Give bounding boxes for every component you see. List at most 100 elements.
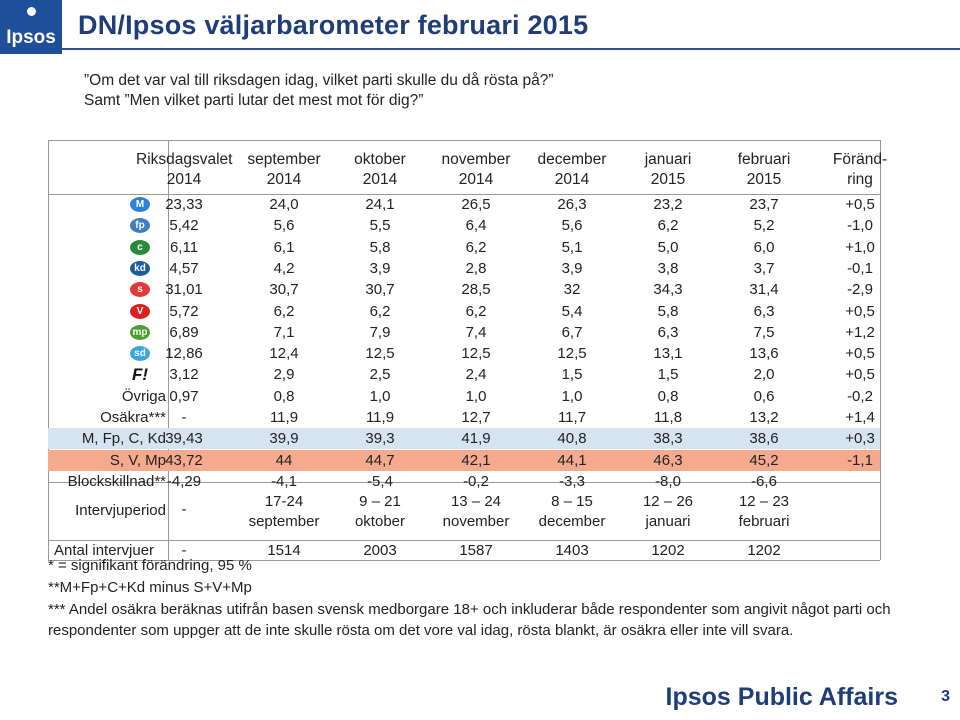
table-cell: 6,2 <box>465 302 487 320</box>
table-cell: 7,5 <box>753 323 775 341</box>
table-row: kd 4,57 4,2 3,9 2,8 3,9 3,8 3,7 -0,1 <box>48 258 880 279</box>
table-cell: 3,8 <box>657 259 679 277</box>
table-cell: 5,42 <box>169 217 199 235</box>
table-cell: -0,2 <box>847 387 873 405</box>
interview-period-label: Intervjuperiod <box>75 502 166 519</box>
column-header-line-1: oktober <box>354 151 406 168</box>
column-header-line-2: ring <box>847 171 873 188</box>
table-cell: 11,9 <box>269 409 299 426</box>
table-cell: 23,7 <box>749 196 779 213</box>
column-header: september 2014 <box>236 150 332 190</box>
column-header: Riksdagsvalet 2014 <box>136 150 233 190</box>
table-cell: 3,9 <box>561 259 583 277</box>
footnote-2: **M+Fp+C+Kd minus S+V+Mp <box>48 579 252 596</box>
table-cell: -1,1 <box>847 451 873 469</box>
row-label: Blockskillnad** <box>67 472 166 490</box>
table-cell: 3,7 <box>753 259 775 277</box>
table-cell: 41,9 <box>461 430 491 448</box>
table-cell: 3,12 <box>169 366 199 384</box>
table-cell: 12,7 <box>461 409 491 426</box>
interview-period-days: 17-24 <box>264 493 304 510</box>
interview-period-month: november <box>442 513 510 530</box>
column-header: februari 2015 <box>716 150 812 190</box>
column-header: Föränd-ring <box>812 150 908 190</box>
column-header: oktober 2014 <box>332 150 428 190</box>
table-cell: 6,1 <box>273 238 295 256</box>
table-cell: 0,97 <box>169 387 199 405</box>
interview-period-month: december <box>538 513 606 530</box>
interview-period: 13 – 24 november <box>428 492 524 532</box>
table-cell: 11,9 <box>365 409 395 426</box>
centerpartiet-icon: c <box>130 239 150 255</box>
column-header: november 2014 <box>428 150 524 190</box>
table-cell: 7,4 <box>465 323 487 341</box>
table-cell: 6,11 <box>169 238 199 256</box>
table-cell: 2,8 <box>465 259 487 277</box>
table-vline <box>880 140 881 560</box>
interview-period-month: oktober <box>354 513 406 530</box>
table-cell: 38,3 <box>653 430 683 448</box>
table-cell: 6,2 <box>465 238 487 256</box>
column-header-line-2: 2015 <box>650 171 686 188</box>
table-cell: 3,9 <box>369 259 391 277</box>
table-cell: +1,0 <box>845 238 875 256</box>
table-cell: 46,3 <box>653 451 683 469</box>
table-cell: 31,01 <box>165 281 203 299</box>
interview-period-month: september <box>248 513 320 530</box>
interview-period: 9 – 21 oktober <box>332 492 428 532</box>
table-cell: 44 <box>275 451 293 469</box>
table-hline <box>48 194 880 195</box>
table-cell: 44,7 <box>365 451 395 469</box>
table-hline <box>48 560 880 561</box>
table-cell: 5,8 <box>369 238 391 256</box>
table-cell: +0,5 <box>845 196 875 213</box>
interview-count: 1202 <box>747 542 781 559</box>
table-cell: 26,3 <box>557 196 587 213</box>
row-label: Övriga <box>121 387 166 405</box>
table-cell: 12,4 <box>269 345 299 363</box>
table-row: Blockskillnad** -4,29 -4,1 -5,4 -0,2 -3,3 -8,0… <box>48 471 880 492</box>
column-header-line-2: 2014 <box>362 171 398 188</box>
table-cell: -4,1 <box>271 472 297 490</box>
table-cell: 12,5 <box>461 345 491 363</box>
table-row: V 5,72 6,2 6,2 6,2 5,4 5,8 6,3 +0,5 <box>48 301 880 322</box>
table-cell: 23,2 <box>653 196 683 213</box>
table-cell: -8,0 <box>655 472 681 490</box>
column-header-line-2: 2014 <box>266 171 302 188</box>
table-cell: 0,8 <box>273 387 295 405</box>
table-cell: 5,72 <box>169 302 199 320</box>
table-cell: 39,43 <box>165 430 203 448</box>
column-header-line-1: februari <box>737 151 791 168</box>
table-cell: 31,4 <box>749 281 779 299</box>
column-header-line-2: 2014 <box>458 171 494 188</box>
table-row: S, V, Mp 43,72 44 44,7 42,1 44,1 46,3 45,2 -1,1 <box>48 449 880 471</box>
kristdemokraterna-icon: kd <box>130 260 150 276</box>
table-cell: 5,6 <box>273 217 295 235</box>
footnote-1: * = signifikant förändring, 95 % <box>48 557 252 574</box>
vansterpartiet-icon: V <box>130 303 150 319</box>
table-row: c 6,11 6,1 5,8 6,2 5,1 5,0 6,0 +1,0 <box>48 237 880 258</box>
table-cell: 13,1 <box>653 345 683 363</box>
column-header-line-1: september <box>247 151 321 168</box>
table-cell: +0,5 <box>845 302 875 320</box>
table-cell: +0,5 <box>845 345 875 363</box>
interview-count-label: Antal intervjuer <box>54 542 155 559</box>
table-row: mp 6,89 7,1 7,9 7,4 6,7 6,3 7,5 +1,2 <box>48 322 880 343</box>
column-header-line-1: januari <box>644 151 692 168</box>
table-cell: -6,6 <box>751 472 777 490</box>
table-cell: 5,8 <box>657 302 679 320</box>
table-cell: 11,7 <box>557 409 587 426</box>
interview-count: 1403 <box>555 542 589 559</box>
table-cell: 4,57 <box>169 259 199 277</box>
table-cell: 4,2 <box>273 259 295 277</box>
moderaterna-icon: M <box>130 197 150 212</box>
table-cell: 34,3 <box>653 281 683 299</box>
table-row: Övriga 0,97 0,8 1,0 1,0 1,0 0,8 0,6 -0,2 <box>48 386 880 407</box>
table-cell: -0,2 <box>463 472 489 490</box>
table-cell: 1,0 <box>561 387 583 405</box>
table-vline <box>168 140 169 560</box>
table-cell: 5,6 <box>561 217 583 235</box>
row-label: S, V, Mp <box>109 451 166 469</box>
table-cell: 42,1 <box>461 451 491 469</box>
table-cell: 2,4 <box>465 366 487 384</box>
